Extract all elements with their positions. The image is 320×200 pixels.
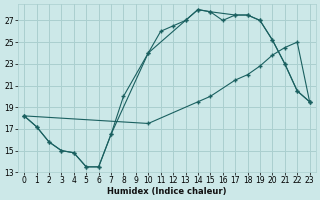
X-axis label: Humidex (Indice chaleur): Humidex (Indice chaleur) xyxy=(107,187,227,196)
